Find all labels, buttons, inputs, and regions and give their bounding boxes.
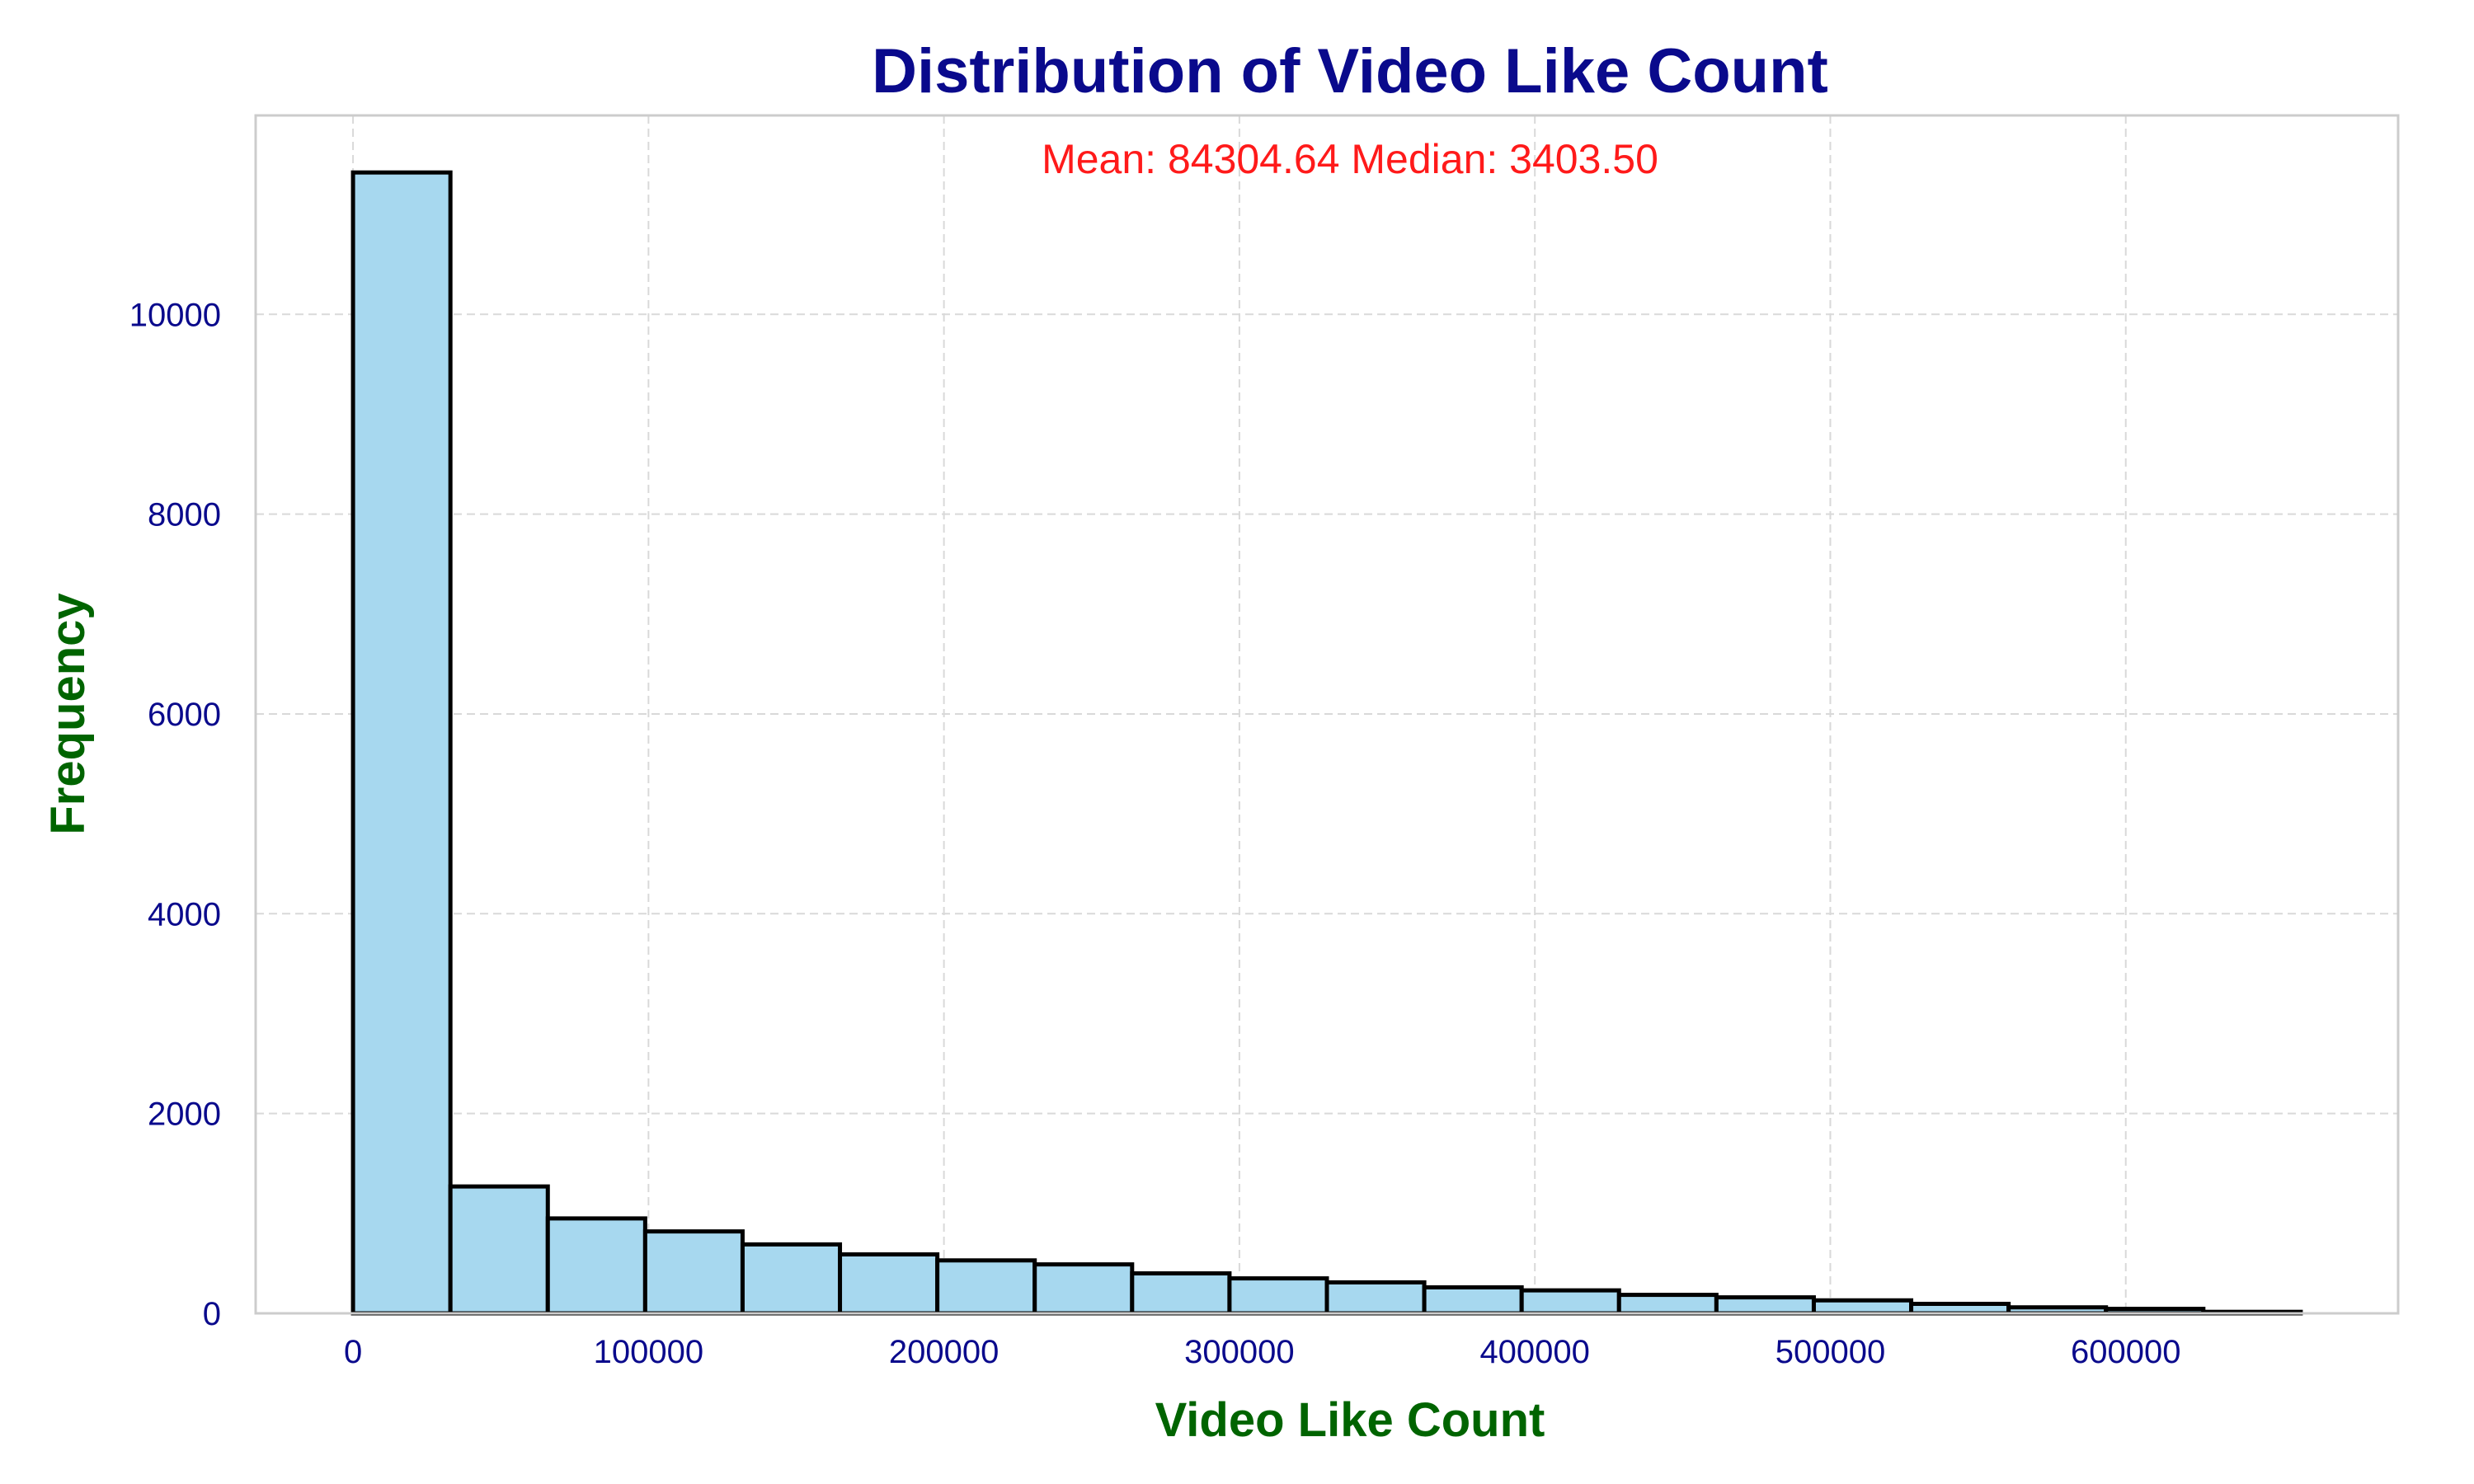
histogram-bar — [350, 170, 453, 1316]
histogram-bar — [740, 1242, 843, 1316]
histogram-bar — [1130, 1271, 1232, 1316]
y-tick-label: 8000 — [148, 497, 221, 533]
plot-frame — [254, 114, 2400, 1315]
x-tick-label: 0 — [344, 1334, 362, 1370]
histogram-bar — [1227, 1276, 1329, 1316]
x-axis-label: Video Like Count — [1155, 1393, 1545, 1447]
x-tick-label: 500000 — [1776, 1334, 1885, 1370]
x-tick-label: 100000 — [594, 1334, 703, 1370]
histogram-bar — [1422, 1284, 1524, 1316]
y-tick-label: 10000 — [129, 297, 221, 333]
x-tick-labels: 0 100000 200000 300000 400000 500000 600000 — [344, 1334, 2181, 1370]
y-tick-labels: 0 2000 4000 6000 8000 10000 — [129, 297, 221, 1332]
histogram-bar — [448, 1184, 550, 1316]
histogram-bar — [1811, 1298, 1914, 1316]
x-tick-label: 400000 — [1479, 1334, 1589, 1370]
bars-layer — [350, 170, 2303, 1316]
histogram-bar — [1519, 1288, 1621, 1316]
grid-layer — [256, 115, 2398, 1314]
histogram-bar — [642, 1229, 745, 1316]
histogram-bar — [935, 1258, 1037, 1316]
x-tick-label: 300000 — [1184, 1334, 1294, 1370]
histogram-bar — [545, 1216, 647, 1316]
chart-title: Distribution of Video Like Count — [872, 36, 1828, 106]
histogram-bar — [1714, 1295, 1816, 1316]
histogram-bar — [838, 1252, 940, 1316]
y-tick-label: 4000 — [148, 896, 221, 932]
histogram-bar — [1616, 1293, 1719, 1316]
x-tick-label: 600000 — [2071, 1334, 2180, 1370]
y-tick-label: 2000 — [148, 1097, 221, 1133]
y-tick-label: 6000 — [148, 697, 221, 733]
histogram-bar — [1032, 1262, 1135, 1316]
y-tick-label: 0 — [203, 1296, 221, 1332]
stats-annotation: Mean: 84304.64 Median: 3403.50 — [1042, 136, 1658, 182]
x-tick-label: 200000 — [889, 1334, 999, 1370]
histogram-bar — [1324, 1280, 1427, 1316]
y-axis-label: Frequency — [41, 593, 95, 834]
histogram-bar — [1909, 1301, 2011, 1316]
